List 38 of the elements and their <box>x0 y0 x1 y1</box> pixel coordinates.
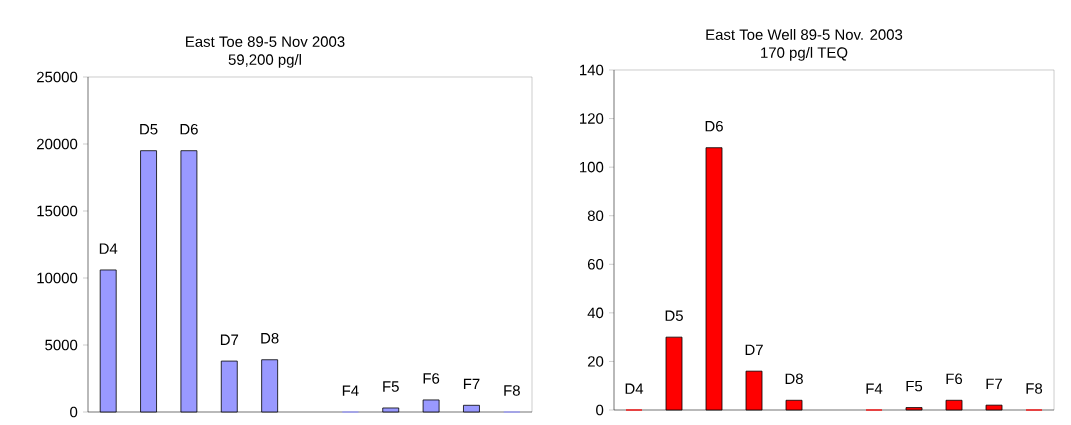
category-label: F5 <box>383 381 399 392</box>
category-label: D7 <box>220 334 239 345</box>
category-label: F7 <box>986 378 1002 389</box>
y-tick-label: 0 <box>70 406 78 418</box>
category-label: F7 <box>463 378 480 390</box>
y-tick-label: 20000 <box>37 138 78 150</box>
category-label: D6 <box>705 120 723 132</box>
category-label: D5 <box>665 310 683 321</box>
chart-title: East Toe 89-5 Nov 2003 <box>186 36 345 47</box>
category-label: D8 <box>261 332 279 344</box>
category-label: D4 <box>625 383 644 394</box>
y-tick-label: 25000 <box>37 71 78 83</box>
category-label: F5 <box>906 380 923 392</box>
category-label: D8 <box>785 373 803 385</box>
y-tick-label: 40 <box>587 307 604 319</box>
category-label: D7 <box>745 344 763 355</box>
y-tick-label: 20 <box>587 356 604 367</box>
chart-subtitle: 59,200 pg/l <box>228 53 301 68</box>
y-tick-label: 60 <box>587 258 604 270</box>
y-tick-label: 140 <box>580 64 604 76</box>
chart-title: East Toe Well 89-5 Nov. 2003 <box>706 28 903 40</box>
category-label: D6 <box>180 123 198 135</box>
category-label: F6 <box>946 373 963 385</box>
chart-subtitle: 170 pg/l TEQ <box>761 46 848 61</box>
category-label: D5 <box>140 124 158 135</box>
y-tick-label: 10000 <box>37 272 78 284</box>
category-label: F6 <box>423 373 440 384</box>
y-tick-label: 100 <box>580 161 604 173</box>
y-tick-label: 0 <box>596 404 604 416</box>
y-tick-label: 80 <box>587 210 604 221</box>
category-label: D4 <box>99 243 118 254</box>
y-tick-label: 5000 <box>45 339 78 351</box>
category-label: F4 <box>342 385 359 396</box>
category-label: F8 <box>504 385 520 396</box>
y-tick-label: 120 <box>580 113 604 124</box>
y-tick-label: 15000 <box>37 205 78 217</box>
category-label: F8 <box>1026 383 1043 394</box>
category-label: F4 <box>866 383 883 394</box>
